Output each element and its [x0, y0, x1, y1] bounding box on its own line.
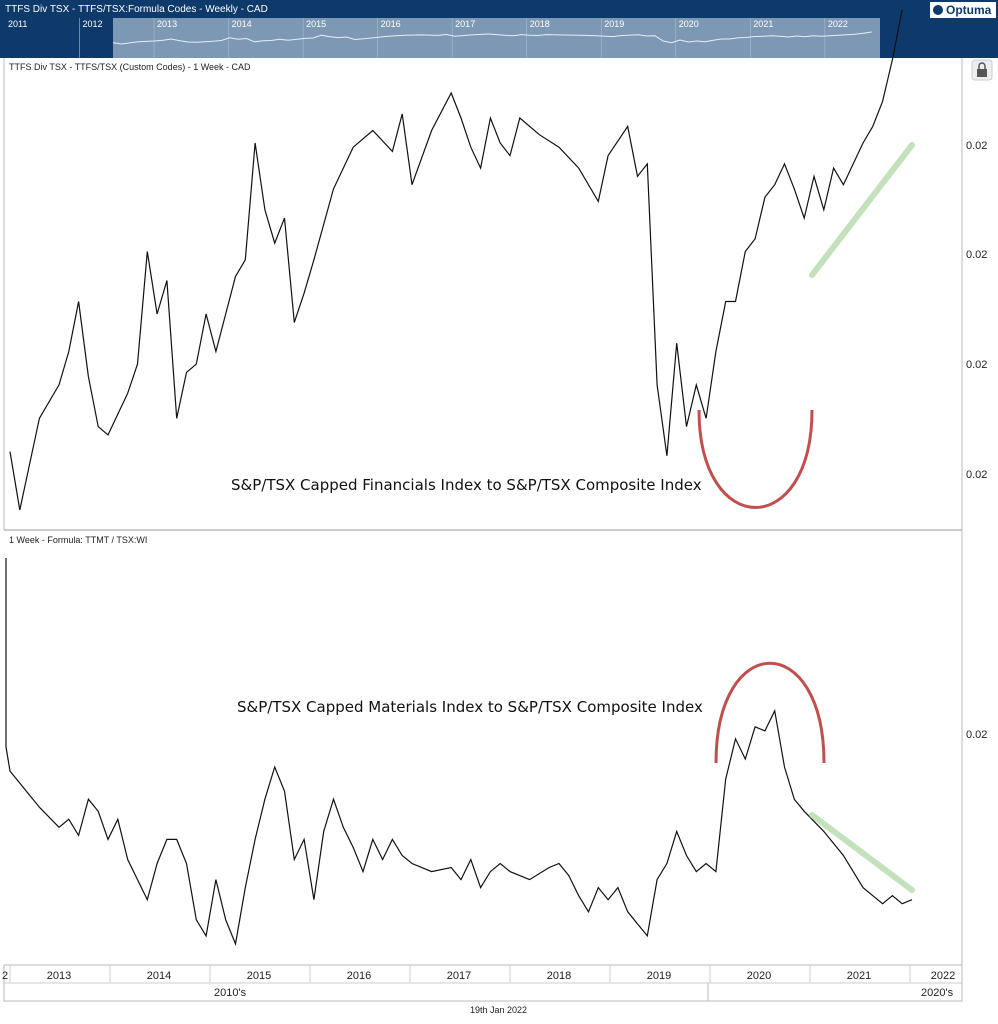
navigator-year-label: 2017: [455, 19, 475, 29]
panel1-y-tick-label: 0.02: [966, 140, 987, 152]
brand-name: Optuma: [946, 3, 992, 17]
x-tick-label: 2016: [347, 970, 371, 982]
x-tick-label: 2017: [447, 970, 471, 982]
date-stamp: 19th Jan 2022: [470, 1005, 527, 1015]
x-tick-label: 2015: [247, 970, 271, 982]
panel1-y-tick-label: 0.02: [966, 469, 987, 481]
financials-ratio-line: [9, 9, 903, 511]
brand-badge: [930, 2, 996, 18]
top-arc-annotation: [714, 661, 826, 764]
materials-ratio-line: [5, 558, 913, 947]
financials-annotation: S&P/TSX Capped Financials Index to S&P/T…: [231, 476, 702, 494]
x-tick-label: 2019: [647, 970, 671, 982]
panel1-label: TTFS Div TSX - TTFS/TSX (Custom Codes) -…: [9, 62, 251, 72]
panel2-label: 1 Week - Formula: TTMT / TSX:WI: [9, 535, 147, 545]
navigator-year-label: 2020: [679, 19, 699, 29]
navigator-year-label: 2013: [157, 19, 177, 29]
navigator-year-label: 2021: [753, 19, 773, 29]
x-tick-label: 2013: [47, 970, 71, 982]
panel2-y-tick-label: 0.02: [966, 729, 987, 741]
x-axis-ticks: 2 2013 2014 2015 2016 2017 2018 2019 2020 2021 202…: [2, 965, 955, 983]
panel1-y-tick-label: 0.02: [966, 359, 987, 371]
navigator-year-labels: 2011 2012 2013 2014 2015 2016 2017 2018 2019 2020…: [8, 18, 848, 58]
downtrend-line: [809, 812, 915, 893]
bottom-arc-annotation: [697, 409, 814, 509]
x-tick-label: 2021: [847, 970, 871, 982]
navigator-window[interactable]: [113, 18, 880, 58]
x-tick-label: 2: [2, 970, 8, 982]
title-strip: [0, 0, 998, 18]
lock-shackle-icon: [978, 62, 986, 69]
x-tick-label: 2014: [147, 970, 171, 982]
x-tick-label: 2018: [547, 970, 571, 982]
panel1-y-tick-label: 0.02: [966, 249, 987, 261]
navigator-sparkline: [112, 31, 872, 45]
navigator-year-label: 2011: [8, 19, 27, 29]
uptrend-line: [809, 142, 915, 278]
x-tick-label: 2020: [747, 970, 771, 982]
navigator-bar[interactable]: TTFS Div TSX - TTFS/TSX:Formula Codes - …: [0, 0, 998, 58]
lock-icon: [977, 69, 987, 77]
x-tick-label: 2022: [931, 970, 955, 982]
navigator-year-label: 2019: [604, 19, 624, 29]
navigator-year-label: 2015: [306, 19, 326, 29]
decade-label: 2010's: [214, 987, 247, 999]
navigator-year-label: 2018: [530, 19, 550, 29]
financials-panel: TTFS Div TSX - TTFS/TSX (Custom Codes) -…: [3, 9, 993, 965]
window-title: TTFS Div TSX - TTFS/TSX:Formula Codes - …: [5, 4, 268, 15]
brand-logo-icon: [933, 5, 943, 15]
materials-panel: 1 Week - Formula: TTMT / TSX:WI 0.02 S&P…: [5, 535, 987, 947]
navigator-year-label: 2012: [83, 19, 103, 29]
navigator-year-label: 2014: [232, 19, 252, 29]
materials-annotation: S&P/TSX Capped Materials Index to S&P/TS…: [237, 698, 703, 716]
x-axis: 2 2013 2014 2015 2016 2017 2018 2019 2020 2021 202…: [2, 964, 963, 1015]
navigator-year-label: 2022: [828, 19, 848, 29]
decade-label: 2020's: [921, 987, 954, 999]
navigator-year-label: 2016: [381, 19, 401, 29]
